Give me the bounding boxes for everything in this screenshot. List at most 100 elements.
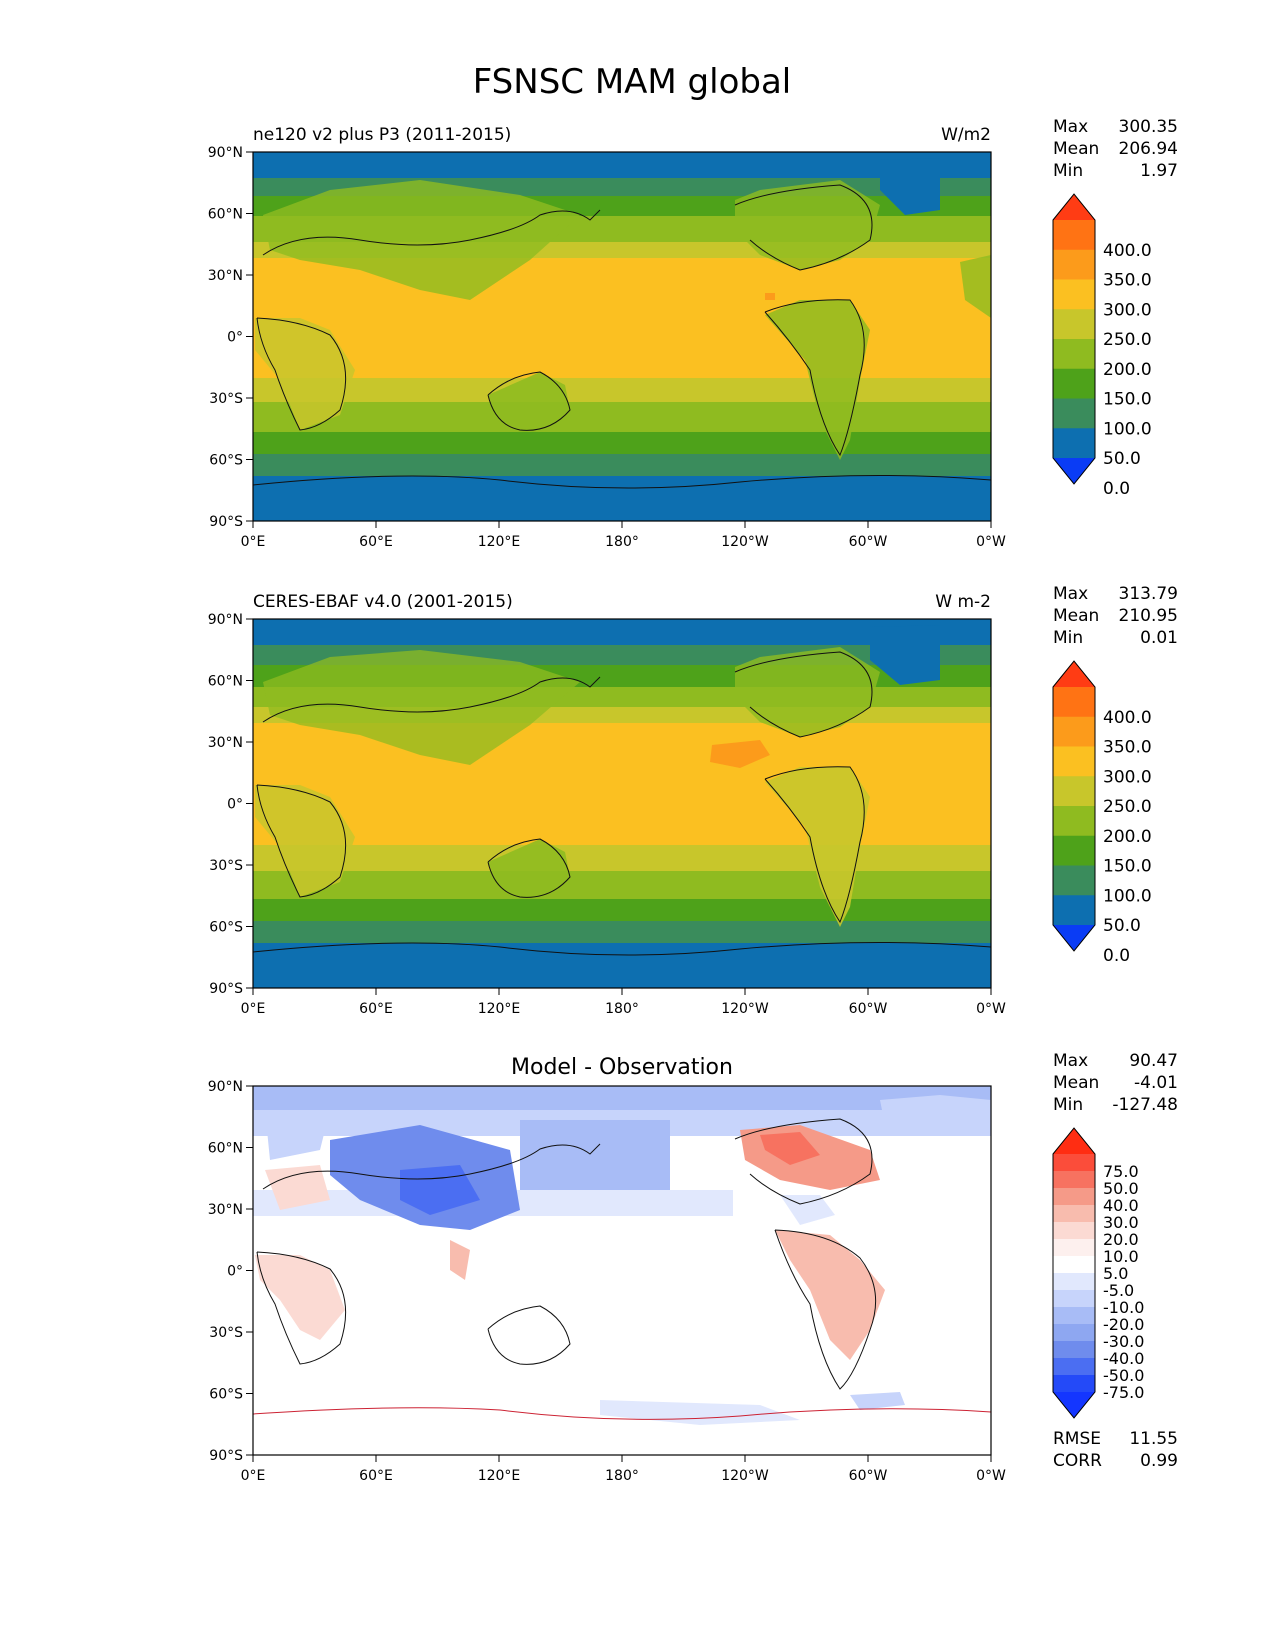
colorbar-label: 400.0 xyxy=(1103,708,1152,728)
units-label: W m-2 xyxy=(935,592,991,612)
colorbar-label: 100.0 xyxy=(1103,419,1152,439)
stat-value: 206.94 xyxy=(1119,139,1178,159)
lat-tick-label: 30°N xyxy=(208,268,243,284)
left-title: ne120 v2 plus P3 (2011-2015) xyxy=(253,125,511,145)
stat-value: 313.79 xyxy=(1119,584,1178,604)
colorbar-segment xyxy=(1053,279,1095,310)
lon-tick-label: 120°E xyxy=(478,1001,521,1017)
lon-tick-label: 60°E xyxy=(359,534,393,550)
lat-tick-label: 0° xyxy=(227,1264,243,1280)
rmse-corr-label: CORR xyxy=(1053,1451,1102,1471)
colorbar-outline xyxy=(1052,660,1096,952)
colorbar-segment xyxy=(1053,1273,1095,1291)
axis-ticks: 90°N 60°N 30°N 0° 30°S 60°S 90°S 0°E 60°E 120°E 18… xyxy=(208,1079,1006,1484)
lon-tick-label: 120°E xyxy=(478,1468,521,1484)
colorbar-extend-min xyxy=(1053,1392,1095,1418)
colorbar-label: 250.0 xyxy=(1103,797,1152,817)
rmse-corr-value: 11.55 xyxy=(1129,1429,1178,1449)
lat-tick-label: 0° xyxy=(227,797,243,813)
lat-tick-label: 60°S xyxy=(209,920,243,936)
colorbar-label: 400.0 xyxy=(1103,241,1152,261)
colorbar-label: 0.0 xyxy=(1103,479,1130,499)
colorbar-outline xyxy=(1052,193,1096,485)
axis-ticks: 90°N 60°N 30°N 0° 30°S 60°S 90°S 0°E 60°E 120°E 18… xyxy=(208,612,1006,1017)
lon-tick-label: 0°W xyxy=(976,1001,1006,1017)
lat-tick-label: 90°S xyxy=(209,981,243,997)
colorbar-label: 150.0 xyxy=(1103,390,1152,410)
colorbar-label: 50.0 xyxy=(1103,449,1141,469)
stat-label: Min xyxy=(1053,161,1083,181)
panel-model: ne120 v2 plus P3 (2011-2015) W/m2 90°N 60… xyxy=(208,117,1178,550)
colorbar-label: 20.0 xyxy=(1103,1230,1139,1249)
colorbar-extend-max xyxy=(1053,1128,1095,1154)
colorbar-segment xyxy=(1053,1341,1095,1359)
colorbar-label: 30.0 xyxy=(1103,1213,1139,1232)
coastlines xyxy=(253,651,991,956)
colorbar-label: 75.0 xyxy=(1103,1162,1139,1181)
lat-tick-label: 30°N xyxy=(208,1202,243,1218)
colorbar-segment xyxy=(1053,1154,1095,1172)
stat-value: 1.97 xyxy=(1140,161,1178,181)
stat-label: Min xyxy=(1053,1095,1083,1115)
lon-tick-label: 120°E xyxy=(478,534,521,550)
colorbar-label: 50.0 xyxy=(1103,916,1141,936)
colorbar-label: 350.0 xyxy=(1103,271,1152,291)
colorbar-label: -30.0 xyxy=(1103,1332,1144,1351)
lon-tick-label: 120°W xyxy=(721,534,769,550)
stat-label: Mean xyxy=(1053,606,1099,626)
figure-title: FSNSC MAM global xyxy=(473,62,792,102)
colorbar-label: -20.0 xyxy=(1103,1315,1144,1334)
colorbar-label: -50.0 xyxy=(1103,1366,1144,1385)
lat-tick-label: 90°N xyxy=(208,145,243,161)
lon-tick-label: 120°W xyxy=(721,1468,769,1484)
lon-tick-label: 60°E xyxy=(359,1468,393,1484)
lat-tick-label: 90°N xyxy=(208,1079,243,1095)
lon-tick-label: 180° xyxy=(605,1468,639,1484)
lon-tick-label: 60°W xyxy=(849,1001,888,1017)
lon-tick-label: 0°W xyxy=(976,534,1006,550)
colorbar-segment xyxy=(1053,339,1095,370)
colorbar-extend-min xyxy=(1053,925,1095,951)
stat-label: Max xyxy=(1053,1051,1088,1071)
colorbar-segment xyxy=(1053,309,1095,340)
colorbar-extend-max xyxy=(1053,194,1095,220)
colorbar-segment xyxy=(1053,1256,1095,1274)
map-field xyxy=(253,1086,991,1455)
colorbar-segment xyxy=(1053,776,1095,807)
lat-tick-label: 30°S xyxy=(209,1325,243,1341)
colorbar-label: 5.0 xyxy=(1103,1264,1128,1283)
map-field xyxy=(253,619,991,988)
lat-tick-label: 60°N xyxy=(208,1141,243,1157)
panel-observation: CERES-EBAF v4.0 (2001-2015) W m-2 90°N 60… xyxy=(208,584,1178,1017)
lon-tick-label: 60°E xyxy=(359,1001,393,1017)
center-title: Model - Observation xyxy=(511,1055,733,1080)
lat-tick-label: 90°S xyxy=(209,514,243,530)
map-field xyxy=(253,152,991,521)
colorbar-outline xyxy=(1052,1127,1096,1419)
colorbar-segment xyxy=(1053,428,1095,459)
stat-label: Max xyxy=(1053,117,1088,137)
stat-value: 210.95 xyxy=(1119,606,1178,626)
colorbar-label: -40.0 xyxy=(1103,1349,1144,1368)
colorbar-segment xyxy=(1053,1307,1095,1325)
colorbar-segment xyxy=(1053,1222,1095,1240)
colorbar-label: 200.0 xyxy=(1103,360,1152,380)
lon-tick-label: 60°W xyxy=(849,534,888,550)
stat-label: Mean xyxy=(1053,1073,1099,1093)
lon-tick-label: 60°W xyxy=(849,1468,888,1484)
colorbar-segment xyxy=(1053,746,1095,777)
coastlines xyxy=(253,184,991,489)
stat-value: 300.35 xyxy=(1119,117,1178,137)
lon-tick-label: 120°W xyxy=(721,1001,769,1017)
lat-tick-label: 30°S xyxy=(209,858,243,874)
stats-block: Max 313.79 Mean 210.95 Min 0.01 xyxy=(1053,584,1178,648)
stats-block: Max 300.35 Mean 206.94 Min 1.97 xyxy=(1053,117,1178,181)
lon-tick-label: 0°E xyxy=(241,1468,266,1484)
lon-tick-label: 180° xyxy=(605,1001,639,1017)
stat-value: 90.47 xyxy=(1129,1051,1178,1071)
colorbar-segment xyxy=(1053,1188,1095,1206)
colorbar-segment xyxy=(1053,1205,1095,1223)
colorbar-segment xyxy=(1053,895,1095,926)
colorbar-label: 150.0 xyxy=(1103,857,1152,877)
lon-tick-label: 0°E xyxy=(241,1001,266,1017)
